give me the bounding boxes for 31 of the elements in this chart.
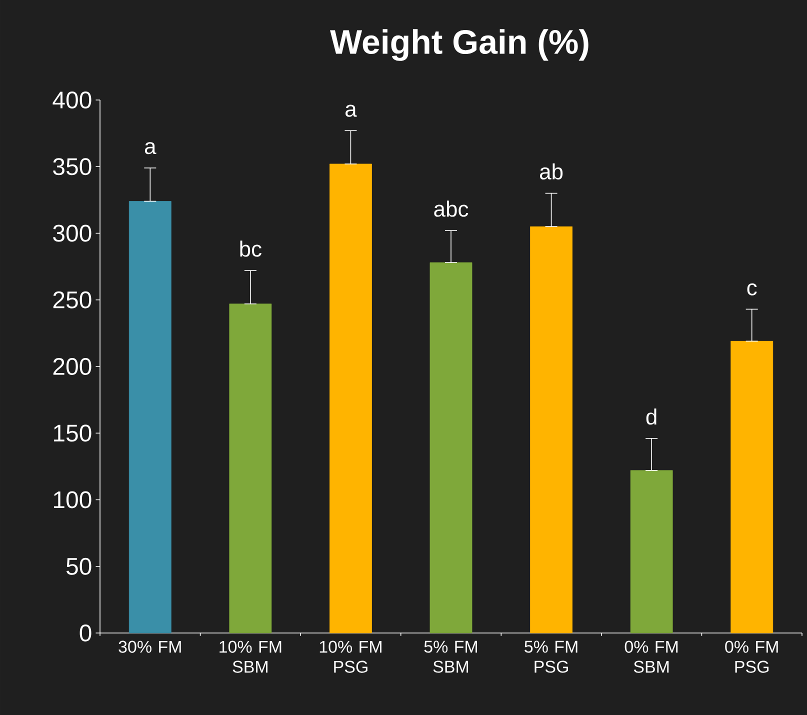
annotation: bc	[240, 240, 262, 257]
x-tick-label: 10% FM SBM	[220, 640, 282, 673]
annotation: c	[747, 283, 757, 296]
annotation: ab	[540, 163, 563, 180]
y-tick-label: 250	[53, 291, 92, 308]
bar	[630, 470, 673, 634]
x-tick-label: 30% FM	[118, 640, 181, 653]
y-tick-label: 100	[54, 491, 92, 508]
y-tick-label: 400	[52, 92, 92, 108]
bar	[128, 201, 172, 634]
annotation: d	[646, 408, 656, 425]
x-tick-label: 0% FM PSG	[725, 640, 778, 673]
annotation: a	[144, 142, 156, 154]
x-tick-label: 10% FM PSG	[320, 640, 382, 673]
y-tick-label: 0	[80, 624, 92, 642]
y-tick-label: 50	[66, 558, 92, 575]
chart-title: Weight Gain (%)	[330, 29, 588, 61]
bar	[530, 226, 572, 634]
x-tick-label: 5% FM PSG	[524, 640, 578, 673]
annotation: a	[346, 104, 357, 117]
annotation: abc	[434, 200, 468, 217]
y-tick-label: 300	[53, 224, 92, 242]
x-tick-label: 5% FM SBM	[424, 640, 477, 673]
bar	[229, 304, 272, 634]
bar	[330, 164, 372, 634]
y-tick-label: 200	[53, 358, 92, 375]
y-tick-label: 150	[54, 424, 92, 442]
bar	[730, 340, 774, 634]
y-tick-label: 350	[53, 158, 92, 176]
x-tick-label: 0% FM SBM	[624, 640, 678, 673]
bar	[430, 262, 472, 634]
